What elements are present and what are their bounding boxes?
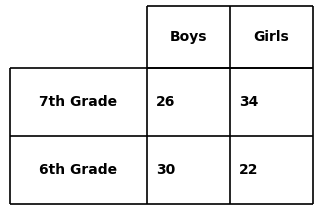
- Text: Girls: Girls: [253, 30, 289, 44]
- Text: 22: 22: [239, 163, 259, 177]
- Text: 34: 34: [239, 95, 259, 109]
- Text: 30: 30: [156, 163, 175, 177]
- Text: 7th Grade: 7th Grade: [39, 95, 117, 109]
- Text: 6th Grade: 6th Grade: [39, 163, 117, 177]
- Text: Boys: Boys: [169, 30, 207, 44]
- Text: 26: 26: [156, 95, 176, 109]
